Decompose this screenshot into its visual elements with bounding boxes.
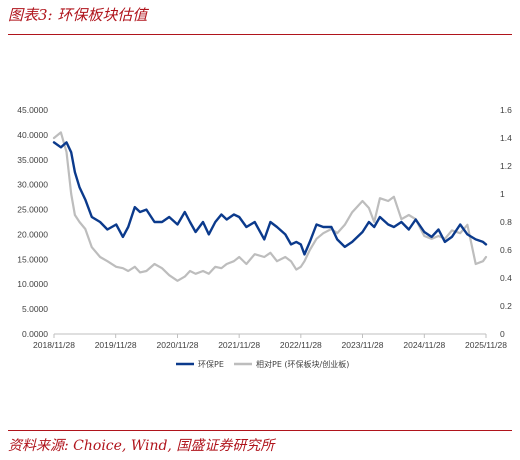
x-tick-label: 2019/11/28 [95,340,137,350]
title-divider [8,34,512,35]
y-left-tick-label: 40.0000 [17,130,48,140]
source-note: 资料来源: Choice, Wind, 国盛证券研究所 [8,438,275,454]
y-right-tick-label: 1 [500,189,505,199]
series-line-pe [52,141,488,256]
y-left-tick-label: 30.0000 [17,180,48,190]
legend-item-relative-pe-label: 相对PE (环保板块/创业板) [256,359,349,369]
x-tick-label: 2023/11/28 [342,340,384,350]
series-line-relative-pe [52,131,488,282]
x-tick-label: 2021/11/28 [218,340,260,350]
y-left-tick-label: 35.0000 [17,155,48,165]
y-left-tick-label: 20.0000 [17,229,48,239]
chart-legend: 环保PE 相对PE (环保板块/创业板) [176,359,349,369]
x-tick-label: 2025/11/28 [465,340,507,350]
y-right-tick-label: 1.6 [500,105,512,115]
y-left-tick-label: 45.0000 [17,105,48,115]
y-left-tick-label: 15.0000 [17,254,48,264]
y-left-tick-label: 5.0000 [22,304,48,314]
x-tick-label: 2024/11/28 [403,340,445,350]
x-tick-label: 2018/11/28 [33,340,75,350]
x-tick-label: 2022/11/28 [280,340,322,350]
x-tick-label: 2020/11/28 [157,340,199,350]
y-right-tick-label: 0.4 [500,273,512,283]
y-right-tick-label: 0 [500,329,505,339]
y-left-tick-label: 0.0000 [22,329,48,339]
y-right-tick-label: 0.8 [500,217,512,227]
source-divider [8,430,512,431]
figure-title: 图表3: 环保板块估值 [8,6,148,24]
y-right-tick-label: 1.2 [500,161,512,171]
y-right-tick-label: 0.6 [500,245,512,255]
y-left-tick-label: 25.0000 [17,205,48,215]
chart-axes: 0.0000 5.0000 10.0000 15.0000 20.0000 25.0000… [17,105,512,350]
y-right-tick-label: 1.4 [500,133,512,143]
y-right-tick-label: 0.2 [500,301,512,311]
chart-lines [52,131,488,282]
y-left-tick-label: 10.0000 [17,279,48,289]
legend-item-pe-label: 环保PE [198,359,224,369]
